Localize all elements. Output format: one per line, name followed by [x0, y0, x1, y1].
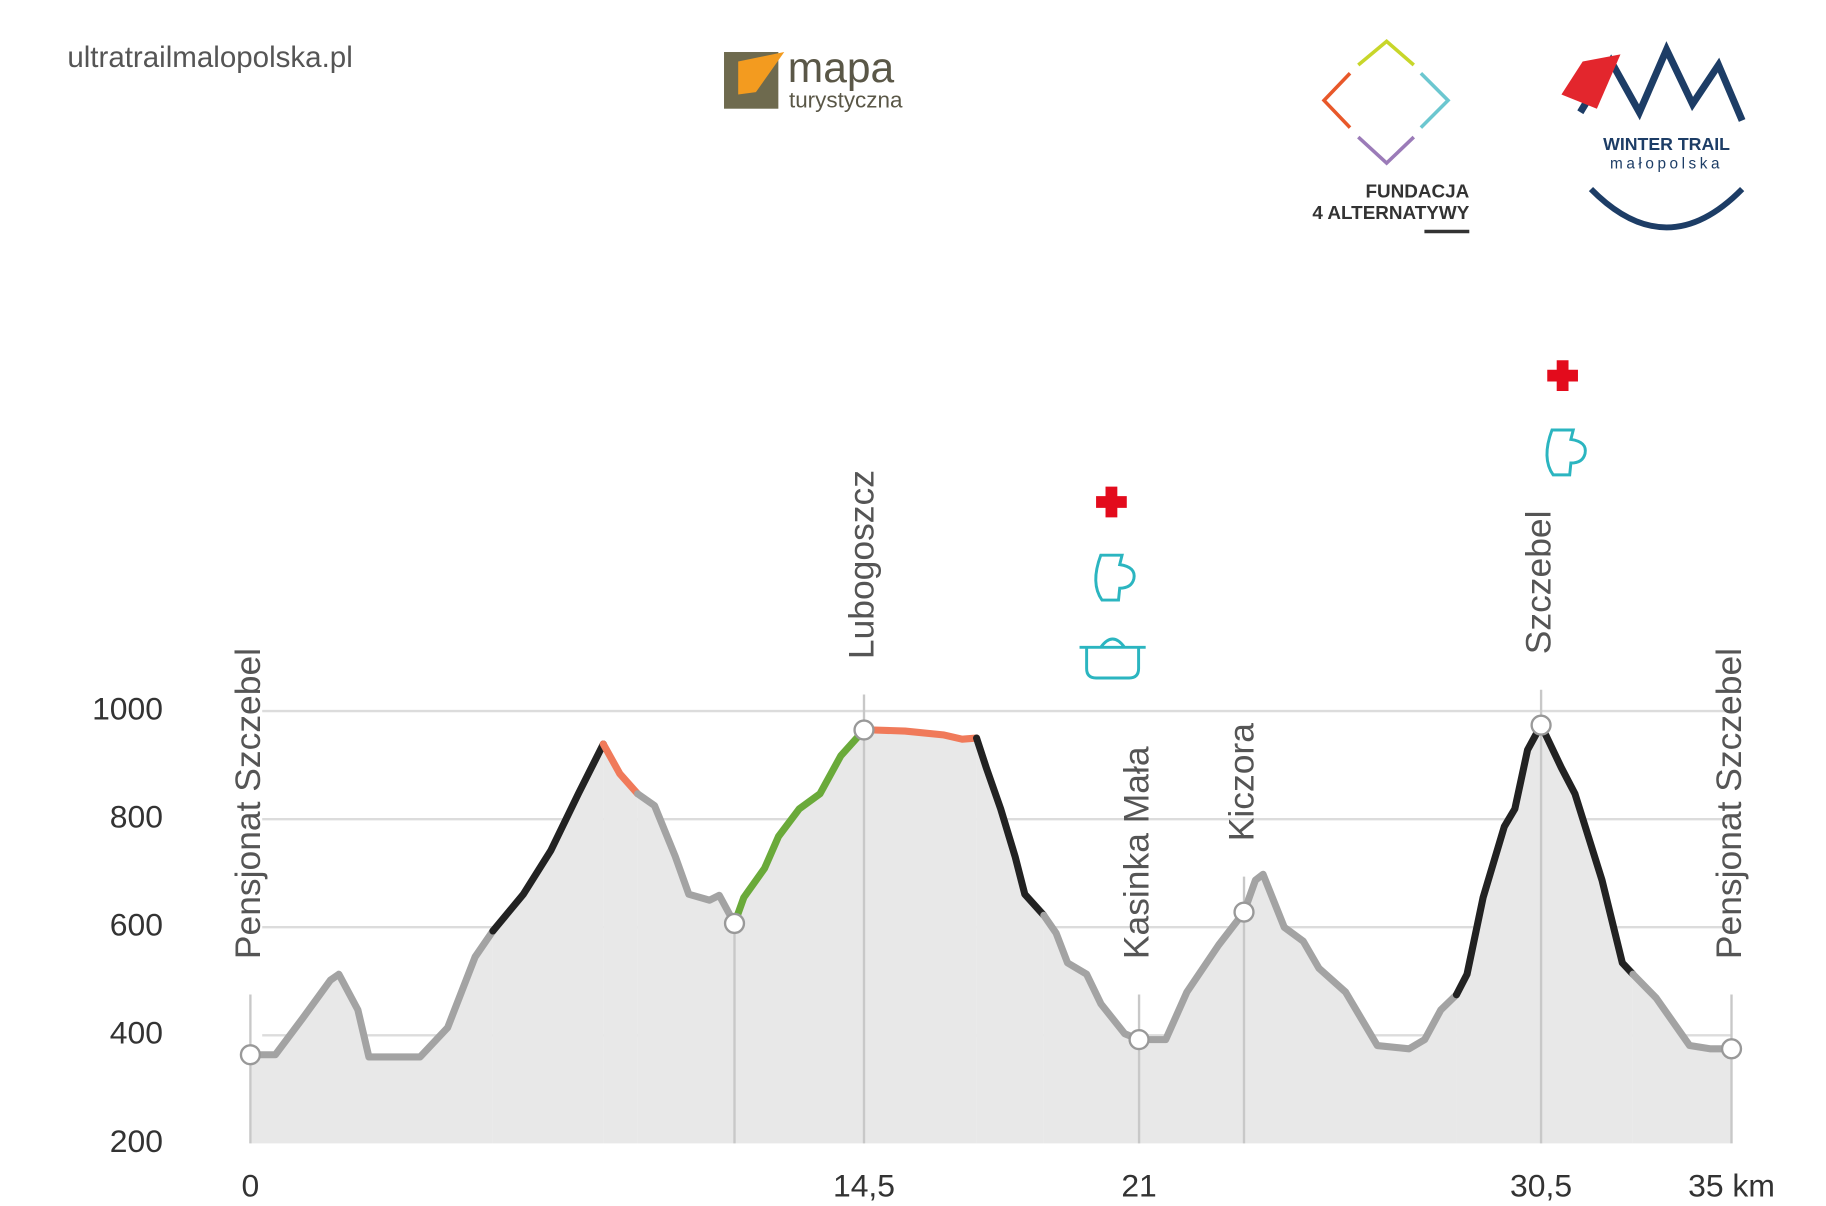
elevation-area [976, 738, 1044, 1144]
x-tick-label: 35 km [1688, 1168, 1775, 1204]
waypoint-marker [723, 912, 746, 935]
elevation-area [1632, 974, 1732, 1144]
logo-text: 4 ALTERNATYWY [1312, 203, 1469, 224]
elevation-line [246, 927, 497, 1061]
x-tick-label: 21 [1121, 1168, 1156, 1204]
y-tick-label: 800 [110, 799, 163, 835]
elevation-area [492, 744, 604, 1144]
y-tick-label: 1000 [92, 690, 163, 726]
elevation-line [1040, 870, 1460, 1053]
logo-shape [1357, 135, 1416, 166]
y-tick-label: 200 [110, 1123, 163, 1159]
elevation-area [864, 729, 977, 1144]
logo-text: FUNDACJA [1365, 182, 1469, 203]
elevation-line [1629, 970, 1736, 1053]
y-tick-label: 600 [110, 907, 163, 943]
elevation-area [1043, 874, 1457, 1144]
food-icon [1079, 637, 1146, 680]
waypoint-label: Pensjonat Szczebel [1709, 648, 1749, 959]
site-url: ultratrailmalopolska.pl [67, 41, 352, 74]
x-tick-label: 14,5 [833, 1168, 895, 1204]
drink-icon [1094, 553, 1136, 602]
x-tick-label: 0 [242, 1168, 260, 1204]
logo-winter-trail: WINTER TRAIL małopolska [1561, 41, 1746, 231]
elevation-line [1452, 721, 1637, 999]
drink-icon [1545, 428, 1587, 477]
plot [250, 709, 1732, 1144]
elevation-line [489, 740, 607, 935]
elevation-area [250, 930, 493, 1144]
waypoint-marker [1720, 1038, 1743, 1060]
logo-text: małopolska [1610, 155, 1723, 172]
waypoint-label: Kiczora [1221, 723, 1261, 841]
first-aid-icon [1096, 486, 1127, 518]
elevation-line [973, 734, 1048, 919]
logo-shape [1357, 39, 1415, 67]
waypoint-marker [1233, 901, 1255, 923]
logo-shape [1588, 186, 1745, 231]
first-aid-icon [1547, 360, 1578, 391]
elevation-area [603, 744, 638, 1144]
waypoint-marker [853, 719, 875, 741]
waypoint-label: Pensjonat Szczebel [228, 648, 268, 959]
logo-text: mapa [788, 45, 895, 92]
logo-shape [738, 52, 785, 95]
waypoint-lines [249, 689, 1733, 1144]
logo-mapa: mapa turystyczna [724, 45, 903, 113]
logo-text: WINTER TRAIL [1603, 134, 1730, 154]
y-tick-label: 400 [110, 1015, 163, 1051]
elevation-area [734, 729, 865, 1144]
waypoint-label: Lubogoszcz [841, 470, 881, 659]
aid-icons [1079, 360, 1587, 680]
elevation-line [730, 726, 868, 927]
logo-shape [1321, 72, 1352, 129]
x-tick-label: 30,5 [1510, 1168, 1572, 1204]
waypoint-marker [239, 1044, 262, 1066]
elevation-line [634, 790, 739, 927]
logo-text: turystyczna [789, 88, 903, 113]
waypoint-label: Kasinka Mała [1116, 746, 1156, 959]
elevation-line [599, 740, 642, 798]
waypoint-marker [1128, 1028, 1150, 1051]
waypoint-marker [1530, 714, 1552, 736]
elevation-area [637, 793, 735, 1144]
waypoint-label: Szczebel [1518, 511, 1558, 655]
elevation-area [1456, 725, 1633, 1144]
logo-shape [1561, 54, 1621, 109]
logo-shape [1419, 72, 1451, 129]
logo-fundacja: FUNDACJA 4 ALTERNATYWY [1312, 39, 1470, 234]
